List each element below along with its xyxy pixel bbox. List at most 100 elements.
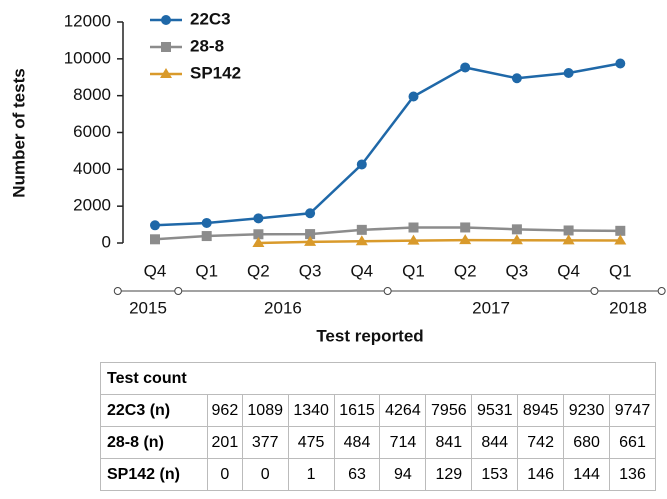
point xyxy=(563,68,574,79)
y-tick-label: 4000 xyxy=(73,159,111,178)
table-cell: 8945 xyxy=(517,394,565,427)
point xyxy=(510,234,523,245)
point xyxy=(150,234,160,245)
series-line xyxy=(258,238,621,245)
y-tick-label: 8000 xyxy=(73,85,111,104)
series-line xyxy=(154,62,621,227)
x-group-label: 2018 xyxy=(609,298,647,317)
point xyxy=(407,234,420,245)
table-cell: 9747 xyxy=(609,394,656,427)
point xyxy=(460,222,471,233)
x-tick-label: Q4 xyxy=(350,261,373,280)
series-line xyxy=(154,226,621,241)
point xyxy=(511,224,522,235)
row-label: SP142 (n) xyxy=(100,458,208,491)
x-group-label: 2015 xyxy=(129,298,167,317)
point xyxy=(150,220,160,231)
table-header-row: Test count xyxy=(100,362,656,395)
table-title: Test count xyxy=(100,362,656,395)
x-group-label: 2017 xyxy=(472,298,510,317)
table-row: 22C3 (n) 962 1089 1340 1615 4264 7956 9531 8945 9… xyxy=(100,394,656,427)
table-cell: 136 xyxy=(609,458,656,491)
point xyxy=(355,235,368,246)
chart: Number of tests Test reported 0 2000 4000 6… xyxy=(9,9,666,345)
point xyxy=(252,236,265,247)
year-divider xyxy=(657,287,666,295)
point xyxy=(305,229,316,240)
table-cell: 962 xyxy=(207,394,243,427)
x-tick-label: Q4 xyxy=(557,261,580,280)
y-axis-title: Number of tests xyxy=(9,68,28,197)
point xyxy=(305,208,316,219)
year-divider xyxy=(383,287,392,295)
table-cell: 94 xyxy=(379,458,427,491)
point xyxy=(161,15,171,25)
x-tick-label: Q1 xyxy=(195,261,218,280)
table-cell: 0 xyxy=(241,458,289,491)
point xyxy=(562,234,575,245)
table-cell: 714 xyxy=(379,426,427,459)
point xyxy=(356,224,367,235)
table-cell: 1089 xyxy=(241,394,289,427)
table-cell: 742 xyxy=(517,426,565,459)
table-cell: 63 xyxy=(333,458,381,491)
table-cell: 844 xyxy=(471,426,519,459)
point xyxy=(615,58,626,69)
legend-label: 28-8 xyxy=(190,36,224,55)
x-tick-label: Q1 xyxy=(402,261,425,280)
point xyxy=(304,235,317,246)
point xyxy=(201,231,212,242)
year-divider xyxy=(174,287,183,295)
point xyxy=(563,225,574,236)
point xyxy=(201,217,212,228)
table-cell: 129 xyxy=(425,458,473,491)
table-cell: 661 xyxy=(609,426,656,459)
table-cell: 9531 xyxy=(471,394,519,427)
table-cell: 1615 xyxy=(333,394,381,427)
table-cell: 4264 xyxy=(379,394,427,427)
table-cell: 475 xyxy=(287,426,335,459)
table-row: SP142 (n) 0 0 1 63 94 129 153 146 144 136 xyxy=(100,458,656,491)
point xyxy=(408,222,419,233)
row-label: 28-8 (n) xyxy=(100,426,208,459)
table-cell: 146 xyxy=(517,458,565,491)
y-tick-label: 10000 xyxy=(64,48,111,67)
table-cell: 144 xyxy=(563,458,610,491)
table-cell: 1 xyxy=(287,458,335,491)
point xyxy=(615,225,626,236)
legend-label: 22C3 xyxy=(190,9,231,28)
point xyxy=(356,159,367,170)
x-tick-label: Q1 xyxy=(609,261,632,280)
table-cell: 841 xyxy=(425,426,473,459)
table-cell: 7956 xyxy=(425,394,473,427)
table-cell: 484 xyxy=(333,426,381,459)
x-group-label: 2016 xyxy=(264,298,302,317)
table-cell: 0 xyxy=(207,458,243,491)
table-cell: 1340 xyxy=(287,394,335,427)
table-cell: 377 xyxy=(241,426,289,459)
point xyxy=(460,62,471,73)
point xyxy=(408,91,419,102)
point xyxy=(614,234,627,245)
table-cell: 9230 xyxy=(563,394,610,427)
year-divider xyxy=(590,287,599,295)
table-cell: 201 xyxy=(207,426,243,459)
table-cell: 153 xyxy=(471,458,519,491)
x-tick-label: Q4 xyxy=(144,261,167,280)
y-tick-label: 12000 xyxy=(64,11,111,30)
point xyxy=(161,42,171,52)
point xyxy=(253,213,264,224)
table-row: 28-8 (n) 201 377 475 484 714 841 844 742 680 661 xyxy=(100,426,656,459)
y-tick-label: 6000 xyxy=(73,122,111,141)
row-label: 22C3 (n) xyxy=(100,394,208,427)
data-table: Test count 22C3 (n) 962 1089 1340 1615 4264 795… xyxy=(100,362,656,491)
year-divider xyxy=(113,287,122,295)
x-tick-label: Q3 xyxy=(506,261,529,280)
legend-label: SP142 xyxy=(190,63,241,82)
x-tick-label: Q3 xyxy=(299,261,322,280)
point xyxy=(511,73,522,84)
point xyxy=(160,68,172,78)
x-tick-label: Q2 xyxy=(247,261,270,280)
y-tick-label: 2000 xyxy=(73,196,111,215)
